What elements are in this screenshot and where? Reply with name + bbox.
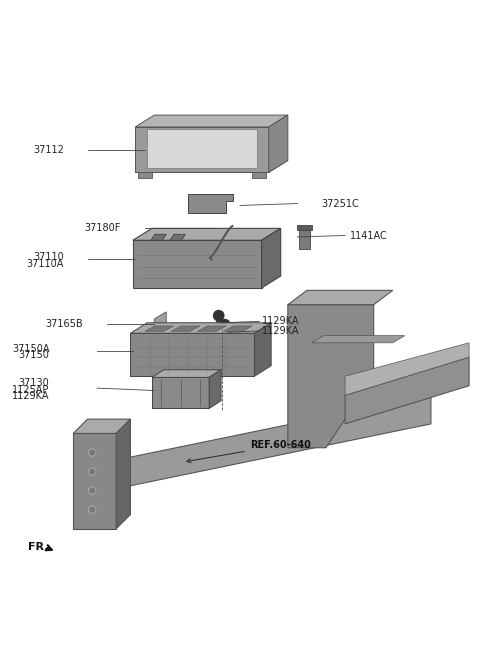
Text: 37165B: 37165B: [45, 319, 83, 328]
Text: 1129KA: 1129KA: [262, 326, 299, 336]
Text: 37110: 37110: [33, 252, 64, 262]
Circle shape: [220, 319, 230, 330]
Polygon shape: [345, 343, 469, 396]
Polygon shape: [171, 326, 200, 331]
Polygon shape: [133, 229, 281, 240]
Polygon shape: [254, 323, 271, 376]
Polygon shape: [73, 434, 116, 529]
Circle shape: [214, 311, 224, 321]
Polygon shape: [170, 235, 185, 240]
FancyBboxPatch shape: [297, 225, 312, 230]
Polygon shape: [131, 323, 271, 333]
Text: 1129KA: 1129KA: [12, 391, 49, 401]
Circle shape: [222, 256, 229, 263]
Text: 37251C: 37251C: [321, 198, 359, 208]
Text: REF.60-640: REF.60-640: [187, 440, 311, 463]
Polygon shape: [216, 315, 222, 334]
Polygon shape: [312, 336, 405, 343]
Polygon shape: [288, 290, 393, 305]
Polygon shape: [188, 194, 233, 213]
Circle shape: [90, 450, 95, 455]
Text: 37150: 37150: [19, 350, 49, 360]
Circle shape: [90, 507, 95, 512]
Text: 37180F: 37180F: [84, 223, 121, 233]
Polygon shape: [252, 172, 266, 178]
Text: 37110A: 37110A: [26, 259, 64, 269]
Polygon shape: [209, 370, 221, 409]
Polygon shape: [222, 325, 228, 344]
Circle shape: [88, 449, 96, 457]
Circle shape: [88, 487, 96, 495]
Polygon shape: [262, 229, 281, 288]
Polygon shape: [269, 115, 288, 172]
Polygon shape: [288, 305, 374, 447]
Text: 37112: 37112: [33, 145, 64, 154]
Text: 1125AP: 1125AP: [12, 384, 49, 395]
Polygon shape: [116, 419, 131, 529]
Polygon shape: [138, 172, 152, 178]
FancyBboxPatch shape: [299, 230, 310, 249]
Polygon shape: [154, 312, 252, 330]
Circle shape: [88, 506, 96, 514]
Polygon shape: [135, 115, 288, 127]
Polygon shape: [152, 377, 209, 409]
Circle shape: [88, 468, 96, 476]
Polygon shape: [73, 419, 131, 434]
Circle shape: [90, 469, 95, 474]
Polygon shape: [151, 235, 166, 240]
Text: 37130: 37130: [19, 378, 49, 388]
Polygon shape: [197, 326, 226, 331]
Polygon shape: [345, 357, 469, 424]
Polygon shape: [147, 129, 257, 168]
Polygon shape: [224, 326, 252, 331]
Polygon shape: [135, 127, 269, 172]
Polygon shape: [152, 370, 221, 377]
Polygon shape: [135, 160, 288, 172]
Polygon shape: [131, 333, 254, 376]
Text: FR.: FR.: [28, 542, 48, 552]
Text: 1129KA: 1129KA: [262, 317, 299, 327]
Polygon shape: [107, 396, 431, 491]
Text: 37150A: 37150A: [12, 344, 49, 353]
Polygon shape: [145, 326, 174, 331]
Circle shape: [90, 488, 95, 493]
Polygon shape: [133, 240, 262, 288]
Text: 1141AC: 1141AC: [350, 231, 387, 240]
